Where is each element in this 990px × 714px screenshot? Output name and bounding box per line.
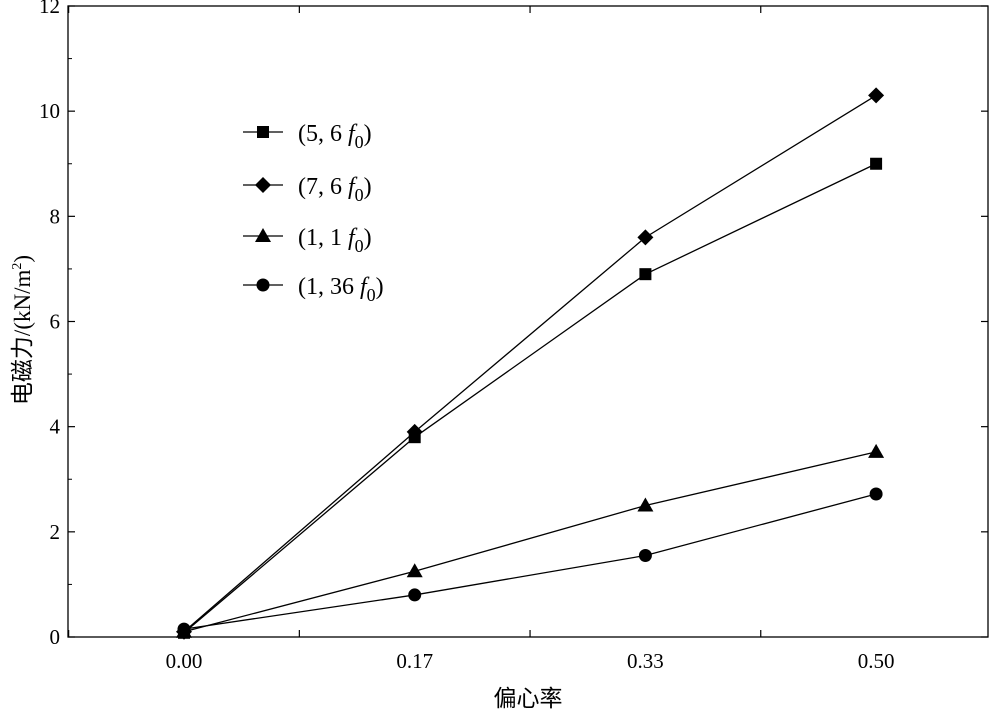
data-point-circle bbox=[408, 588, 422, 602]
legend-label-var: f bbox=[360, 274, 370, 300]
data-point-square bbox=[870, 157, 883, 170]
legend-label: (7, 6 f0) bbox=[298, 174, 372, 205]
y-tick-label: 10 bbox=[39, 99, 60, 123]
legend-item: (1, 36 f0) bbox=[243, 274, 384, 305]
y-tick-label: 4 bbox=[50, 415, 61, 439]
legend-label-pre: (1, 1 bbox=[298, 225, 348, 251]
legend-item: (7, 6 f0) bbox=[243, 174, 372, 205]
x-axis-label: 偏心率 bbox=[494, 686, 563, 711]
legend-label: (1, 36 f0) bbox=[298, 274, 384, 305]
legend-label-pre: (5, 6 bbox=[298, 121, 348, 147]
y-tick-label: 6 bbox=[50, 310, 61, 334]
legend-label-post: ) bbox=[364, 121, 372, 147]
legend-label-sub: 0 bbox=[355, 236, 364, 256]
plot-frame bbox=[67, 5, 989, 638]
series-triangle bbox=[176, 443, 885, 638]
legend-label: (5, 6 f0) bbox=[298, 121, 372, 152]
circle-marker-icon bbox=[256, 278, 270, 292]
legend-label-post: ) bbox=[364, 225, 372, 251]
data-point-triangle bbox=[637, 497, 654, 512]
y-tick-label: 12 bbox=[39, 0, 60, 18]
data-point-circle bbox=[638, 548, 652, 562]
legend-label-pre: (1, 36 bbox=[298, 274, 360, 300]
x-tick-label: 0.17 bbox=[396, 649, 433, 673]
data-point-triangle bbox=[406, 563, 423, 578]
y-tick-label: 0 bbox=[50, 625, 61, 649]
legend-label-var: f bbox=[348, 121, 358, 147]
series-line bbox=[183, 163, 877, 634]
legend-label-pre: (7, 6 bbox=[298, 174, 348, 200]
triangle-marker-icon bbox=[255, 228, 271, 242]
series-line bbox=[183, 493, 877, 630]
legend-label-sub: 0 bbox=[367, 285, 376, 305]
series-line bbox=[183, 94, 877, 633]
data-point-square bbox=[639, 268, 652, 281]
series-diamond bbox=[176, 87, 885, 640]
y-tick-label: 8 bbox=[50, 204, 61, 228]
data-point-triangle bbox=[868, 443, 885, 458]
data-point-circle bbox=[177, 622, 191, 636]
y-tick-label: 2 bbox=[50, 520, 61, 544]
legend-label-sub: 0 bbox=[355, 185, 364, 205]
x-tick-label: 0.33 bbox=[627, 649, 664, 673]
data-point-circle bbox=[869, 487, 883, 501]
legend-label-post: ) bbox=[376, 274, 384, 300]
legend-label-sub: 0 bbox=[355, 132, 364, 152]
series-line bbox=[183, 451, 877, 633]
data-point-diamond bbox=[868, 87, 885, 104]
x-tick-label: 0.50 bbox=[858, 649, 895, 673]
x-tick-label: 0.00 bbox=[166, 649, 203, 673]
y-axis-label: 电磁力/(kN/m2) bbox=[10, 255, 35, 405]
diamond-marker-icon bbox=[255, 177, 271, 193]
legend-item: (1, 1 f0) bbox=[243, 225, 372, 256]
data-point-diamond bbox=[637, 229, 654, 246]
series-circle bbox=[177, 487, 883, 636]
data-point-diamond bbox=[406, 423, 423, 440]
legend-label-var: f bbox=[348, 174, 358, 200]
legend-item: (5, 6 f0) bbox=[243, 121, 372, 152]
square-marker-icon bbox=[257, 126, 269, 138]
series-square bbox=[178, 157, 883, 639]
legend-label-post: ) bbox=[364, 174, 372, 200]
legend-label-var: f bbox=[348, 225, 358, 251]
legend-label: (1, 1 f0) bbox=[298, 225, 372, 256]
